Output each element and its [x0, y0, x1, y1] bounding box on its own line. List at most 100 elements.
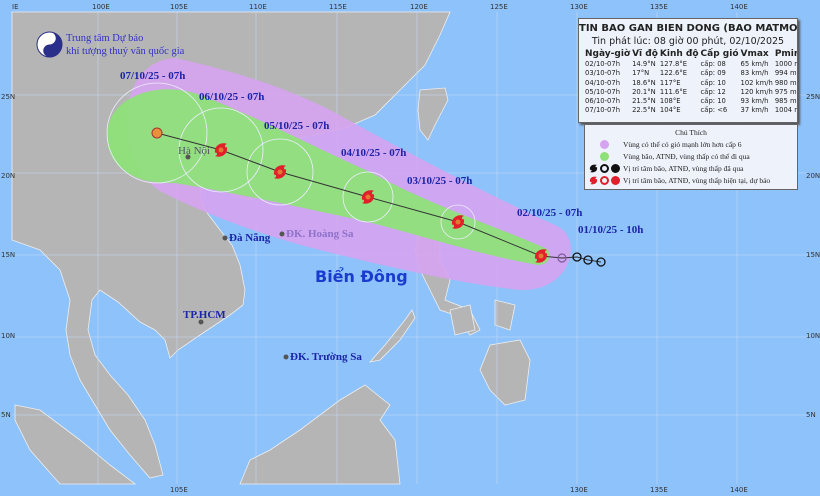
track-line	[156, 132, 602, 263]
table-cell: 122.6°E	[659, 69, 688, 78]
place-dot	[279, 231, 285, 237]
logo-line2: khí tượng thuỷ văn quốc gia	[66, 45, 185, 57]
storm-center-icon	[451, 215, 465, 229]
logo-line1: Trung tâm Dự báo	[66, 32, 144, 44]
axis-tick-label: 25N	[1, 93, 16, 101]
axis-tick-label: 105E	[170, 486, 188, 494]
sea-name: Biển Đông	[315, 267, 408, 286]
forecast-circle-0610	[178, 107, 264, 193]
table-cell: cấp: 12	[700, 87, 726, 96]
axis-tick-label: 100E	[92, 3, 110, 11]
legend-item: Vùng bão, ATNĐ, vùng thấp có thể đi qua	[585, 150, 797, 162]
table-header: Ngày-giờ Vĩ độ Kinh độ Cấp gió Vmax Pmin	[585, 49, 798, 60]
table-row: 05/10-07h 20.1°N 111.6°E cấp: 12 120 km/h 975…	[585, 87, 797, 97]
table-cell: cấp: <6	[700, 106, 728, 115]
axis-tick-label: 135E	[650, 486, 668, 494]
current-depression-icon	[599, 175, 609, 185]
forecast-circles	[106, 82, 476, 240]
axis-tick-label: 125E	[490, 3, 508, 11]
table-row: 04/10-07h 18.6°N 117°E cấp: 10 102 km/h 980 m…	[585, 78, 797, 88]
past-depression-icon	[599, 163, 609, 173]
table-cell: 02/10-07h	[585, 60, 620, 68]
past-storm-icon	[589, 164, 597, 172]
low-pressure-icon	[151, 127, 163, 139]
place-dot	[283, 354, 289, 360]
table-cell: 117°E	[659, 78, 681, 87]
table-cell: 22.5°N	[632, 106, 656, 115]
column-header: Vĩ độ	[632, 49, 658, 59]
table-cell: 04/10-07h	[585, 78, 620, 87]
track-label: 05/10/25 - 07h	[264, 120, 330, 132]
track-label: 02/10/25 - 07h	[517, 207, 583, 219]
land-panay	[449, 304, 476, 336]
table-cell: 05/10-07h	[585, 87, 620, 96]
forecast-circle-0710	[106, 82, 208, 184]
column-header: Pmin	[774, 49, 798, 59]
place-danang: Đà Nẵng	[229, 232, 271, 244]
storm-center-icon	[214, 143, 228, 157]
past-position-icon	[557, 253, 567, 263]
axis-tick-label: 10N	[806, 332, 820, 340]
axis-tick-label: IE	[12, 3, 19, 11]
place-dot	[185, 154, 191, 160]
table-cell: 14.9°N	[632, 60, 656, 68]
table-cell: 985 mb	[774, 97, 797, 106]
track-label: 01/10/25 - 10h	[578, 224, 644, 236]
table-cell: 06/10-07h	[585, 97, 620, 106]
table-cell: 120 km/h	[740, 87, 773, 96]
place-truong-sa: ĐK. Trường Sa	[290, 351, 362, 363]
bulletin-issued: Tin phát lúc: 08 giờ 00 phút, 02/10/2025	[591, 36, 785, 47]
forecast-circle-0410	[342, 171, 394, 223]
logo: Trung tâm Dự báo khí tượng thuỷ văn quốc…	[36, 31, 184, 58]
pink-zone-icon	[599, 139, 609, 149]
forecast-table: Ngày-giờ Vĩ độ Kinh độ Cấp gió Vmax Pmin 02/1…	[585, 49, 798, 116]
place-dot	[222, 235, 228, 241]
place-dot	[198, 319, 204, 325]
track-label: 03/10/25 - 07h	[407, 175, 473, 187]
table-cell: 65 km/h	[740, 60, 769, 68]
place-hanoi: Hà Nội	[178, 145, 211, 157]
land-palawan	[368, 309, 416, 363]
table-cell: 102 km/h	[740, 78, 773, 87]
axis-tick-label: 20N	[1, 172, 16, 180]
column-header: Vmax	[740, 49, 769, 59]
axis-tick-label: 105E	[170, 3, 188, 11]
table-cell: 111.6°E	[659, 87, 688, 96]
table-cell: 21.5°N	[632, 97, 656, 106]
axis-tick-label: 15N	[1, 251, 16, 259]
table-cell: 03/10-07h	[585, 69, 620, 78]
place-dots	[185, 154, 289, 360]
track-label: 06/10/25 - 07h	[199, 91, 265, 103]
current-low-icon	[610, 175, 620, 185]
place-hcm: TP.HCM	[183, 309, 226, 321]
track-label: 07/10/25 - 07h	[120, 70, 186, 82]
axis-tick-label: 5N	[1, 411, 11, 419]
table-row: 03/10-07h 17°N 122.6°E cấp: 09 83 km/h 994 mb	[585, 69, 797, 78]
bulletin-title: TIN BAO GAN BIEN DONG (BAO MATMO)-	[579, 23, 798, 34]
track-label: 04/10/25 - 07h	[341, 147, 407, 159]
table-cell: 1004 mb	[774, 106, 797, 115]
nchmf-emblem-icon	[36, 31, 63, 58]
axis-tick-label: 140E	[730, 3, 748, 11]
table-cell: 975 mb	[774, 87, 797, 96]
column-header: Cấp gió	[700, 49, 739, 59]
land-mindanao	[479, 339, 531, 406]
legend-item: Vị trí tâm bão, ATNĐ, vùng thấp đã qua	[585, 162, 797, 174]
table-cell: 980 mb	[774, 78, 797, 87]
past-position-icon	[572, 252, 582, 262]
legend-item: Vùng có thể có gió mạnh lớn hơn cấp 6	[585, 138, 797, 150]
axis-tick-label: 130E	[570, 486, 588, 494]
table-cell: 83 km/h	[740, 69, 769, 78]
axis-tick-label: 25N	[806, 93, 820, 101]
forecast-circle-0310	[440, 204, 476, 240]
axis-tick-label: 135E	[650, 3, 668, 11]
forecast-circle-0510	[246, 138, 314, 206]
bulletin-box: TIN BAO GAN BIEN DONG (BAO MATMO)- Tin p…	[578, 18, 798, 123]
past-position-icon	[583, 255, 593, 265]
axis-tick-label: 10N	[1, 332, 16, 340]
column-header: Kinh độ	[659, 49, 699, 59]
axis-tick-label: 20N	[806, 172, 820, 180]
